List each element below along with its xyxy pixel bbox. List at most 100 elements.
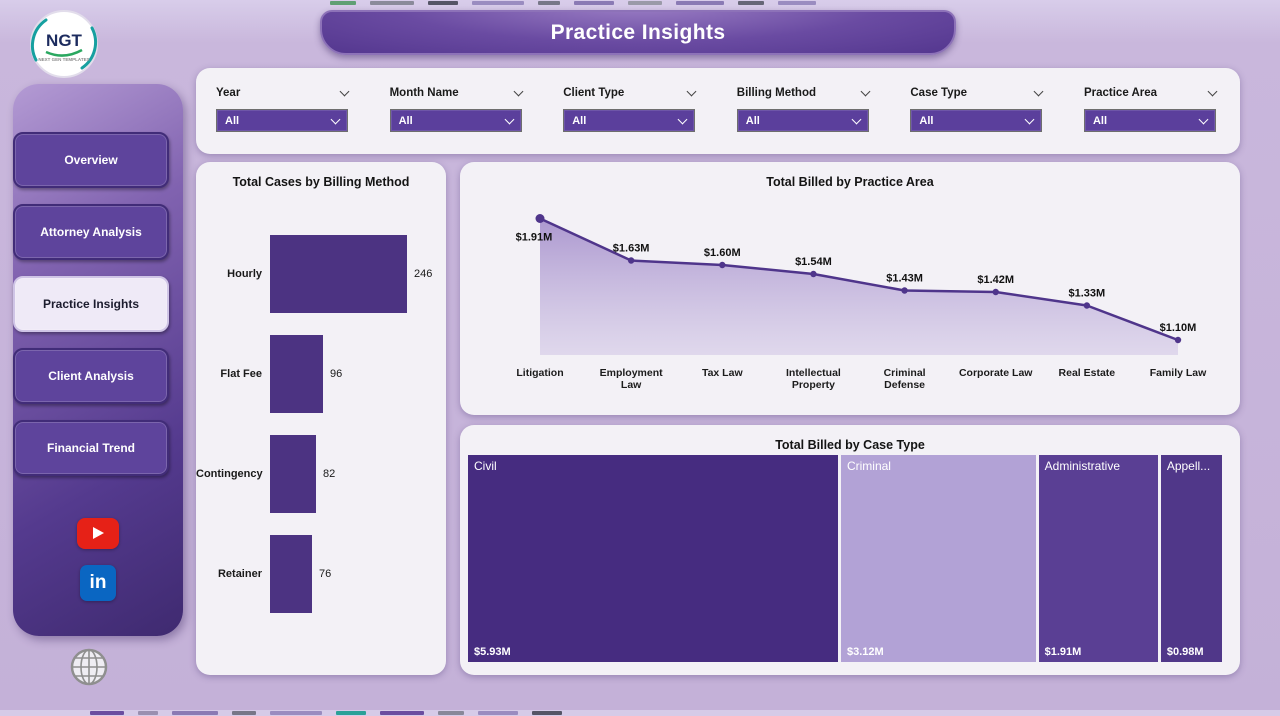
treemap-tile-label: Civil xyxy=(474,459,497,473)
screen-edge-artifact-bottom xyxy=(0,710,1280,716)
chevron-down-icon[interactable] xyxy=(1198,114,1209,125)
data-point-intellectual-property[interactable] xyxy=(810,270,817,278)
filter-month-name-dropdown[interactable]: All xyxy=(389,109,522,132)
filter-label: Year xyxy=(216,87,241,99)
chevron-down-icon[interactable] xyxy=(677,114,688,125)
filter-label: Month Name xyxy=(389,87,459,99)
bar-value-label: 76 xyxy=(319,568,332,580)
treemap-tile-value: $0.98M xyxy=(1166,646,1204,658)
bar-value-label: 246 xyxy=(414,268,433,280)
bar-hourly[interactable] xyxy=(270,235,407,313)
page-title: Practice Insights xyxy=(550,20,726,44)
ngt-logo: NGT NEXT GEN TEMPLATES xyxy=(24,8,108,84)
data-label: $1.91M xyxy=(516,232,553,244)
filter-selected-value: All xyxy=(398,114,413,127)
filter-billing-method-dropdown[interactable]: All xyxy=(736,109,869,132)
data-label: $1.10M xyxy=(1160,322,1197,334)
filter-selected-value: All xyxy=(572,114,587,127)
treemap-tile-label: Administrative xyxy=(1044,459,1120,473)
bar-flat-fee[interactable] xyxy=(270,335,323,413)
screen-edge-artifact-top xyxy=(0,0,1280,6)
x-axis-label: Intellectual Property xyxy=(786,367,841,391)
chevron-down-icon[interactable] xyxy=(330,114,341,125)
bar-category-label: Contingency xyxy=(196,467,263,480)
sidebar-item-financial-trend[interactable]: Financial Trend xyxy=(13,420,169,476)
bar-row-hourly: Hourly 246 xyxy=(196,235,446,313)
chevron-down-icon[interactable] xyxy=(686,86,697,96)
filter-case-type-header[interactable]: Case Type xyxy=(910,84,1044,102)
data-label: $1.42M xyxy=(977,274,1014,286)
data-point-criminal-defense[interactable] xyxy=(901,287,908,294)
filter-label: Billing Method xyxy=(736,87,816,99)
chevron-down-icon[interactable] xyxy=(513,86,524,96)
chevron-down-icon[interactable] xyxy=(504,114,515,125)
logo-tagline: NEXT GEN TEMPLATES xyxy=(38,57,89,62)
filter-month-name-header[interactable]: Month Name xyxy=(389,84,524,102)
filter-practice-area-dropdown[interactable]: All xyxy=(1083,109,1216,132)
filter-bar: Year All Month Name All Client Type All Billin… xyxy=(196,68,1240,154)
filter-client-type-header[interactable]: Client Type xyxy=(563,84,697,102)
treemap-tile-administrative[interactable]: Administrative $1.91M xyxy=(1038,455,1158,662)
filter-case-type: Case Type All xyxy=(910,84,1044,154)
sidebar-item-overview[interactable]: Overview xyxy=(13,132,169,188)
filter-selected-value: All xyxy=(745,114,760,127)
data-point-real-estate[interactable] xyxy=(1083,302,1091,309)
chevron-down-icon[interactable] xyxy=(1024,114,1035,125)
chevron-down-icon[interactable] xyxy=(860,86,871,96)
sidebar-social: in xyxy=(77,518,119,601)
bar-retainer[interactable] xyxy=(270,535,312,613)
data-point-tax-law[interactable] xyxy=(719,261,726,269)
data-label: $1.63M xyxy=(613,243,650,255)
youtube-icon[interactable] xyxy=(77,518,119,549)
chevron-down-icon[interactable] xyxy=(339,86,350,96)
chevron-down-icon[interactable] xyxy=(1207,86,1218,96)
bar-value-label: 96 xyxy=(330,368,343,380)
filter-year-header[interactable]: Year xyxy=(216,84,350,102)
treemap-tile-civil[interactable]: Civil $5.93M xyxy=(468,455,838,662)
treemap-plot: Civil $5.93M Criminal $3.12M Administrative $… xyxy=(468,455,1222,662)
sidebar-item-attorney-analysis[interactable]: Attorney Analysis xyxy=(13,204,169,260)
chevron-down-icon[interactable] xyxy=(851,114,862,125)
data-label: $1.60M xyxy=(704,247,741,259)
filter-selected-value: All xyxy=(1092,114,1108,127)
bar-category-label: Flat Fee xyxy=(220,367,262,380)
data-point-corporate-law[interactable] xyxy=(992,288,999,296)
chevron-down-icon[interactable] xyxy=(1033,86,1044,96)
filter-billing-method-header[interactable]: Billing Method xyxy=(736,84,871,102)
x-axis-label: Real Estate xyxy=(1059,367,1116,379)
filter-practice-area: Practice Area All xyxy=(1083,84,1218,154)
bar-chart-title: Total Cases by Billing Method xyxy=(232,175,410,189)
treemap-tile-value: $1.91M xyxy=(1044,646,1082,658)
data-point-litigation[interactable] xyxy=(535,214,545,223)
data-label: $1.43M xyxy=(886,273,923,285)
treemap-tile-value: $3.12M xyxy=(846,646,884,658)
sidebar-item-client-analysis[interactable]: Client Analysis xyxy=(13,348,169,404)
bar-chart-panel: Total Cases by Billing Method Hourly 246 F… xyxy=(196,162,446,675)
filter-selected-value: All xyxy=(919,114,934,127)
filter-label: Client Type xyxy=(563,87,625,99)
treemap-tile-criminal[interactable]: Criminal $3.12M xyxy=(840,455,1036,662)
treemap-tile-appell[interactable]: Appell... $0.98M xyxy=(1160,455,1222,662)
bar-chart-plot: Hourly 246 Flat Fee 96 Contingency 82 Retainer… xyxy=(196,235,446,613)
logo-text: NGT xyxy=(46,31,83,50)
bar-contingency[interactable] xyxy=(270,435,316,513)
filter-client-type-dropdown[interactable]: All xyxy=(563,109,696,132)
globe-icon[interactable] xyxy=(66,644,112,695)
filter-practice-area-header[interactable]: Practice Area xyxy=(1084,84,1218,102)
sidebar-item-practice-insights[interactable]: Practice Insights xyxy=(13,276,169,332)
data-point-employment-law[interactable] xyxy=(627,257,635,264)
treemap-tile-label: Appell... xyxy=(1166,459,1211,473)
sidebar-nav: Overview Attorney Analysis Practice Insigh… xyxy=(13,132,183,492)
treemap-panel: Total Billed by Case Type Civil $5.93M Cri… xyxy=(460,425,1240,675)
filter-client-type: Client Type All xyxy=(563,84,697,154)
linkedin-icon[interactable]: in xyxy=(80,565,116,601)
bar-category-label: Hourly xyxy=(227,267,262,280)
filter-month-name: Month Name All xyxy=(389,84,524,154)
treemap-tile-value: $5.93M xyxy=(474,646,511,658)
sidebar: Overview Attorney Analysis Practice Insigh… xyxy=(13,84,183,636)
filter-year-dropdown[interactable]: All xyxy=(216,109,348,132)
data-point-family-law[interactable] xyxy=(1174,336,1182,344)
filter-case-type-dropdown[interactable]: All xyxy=(910,109,1043,132)
area-fill xyxy=(540,218,1178,355)
logo-swoosh-left xyxy=(30,18,48,62)
